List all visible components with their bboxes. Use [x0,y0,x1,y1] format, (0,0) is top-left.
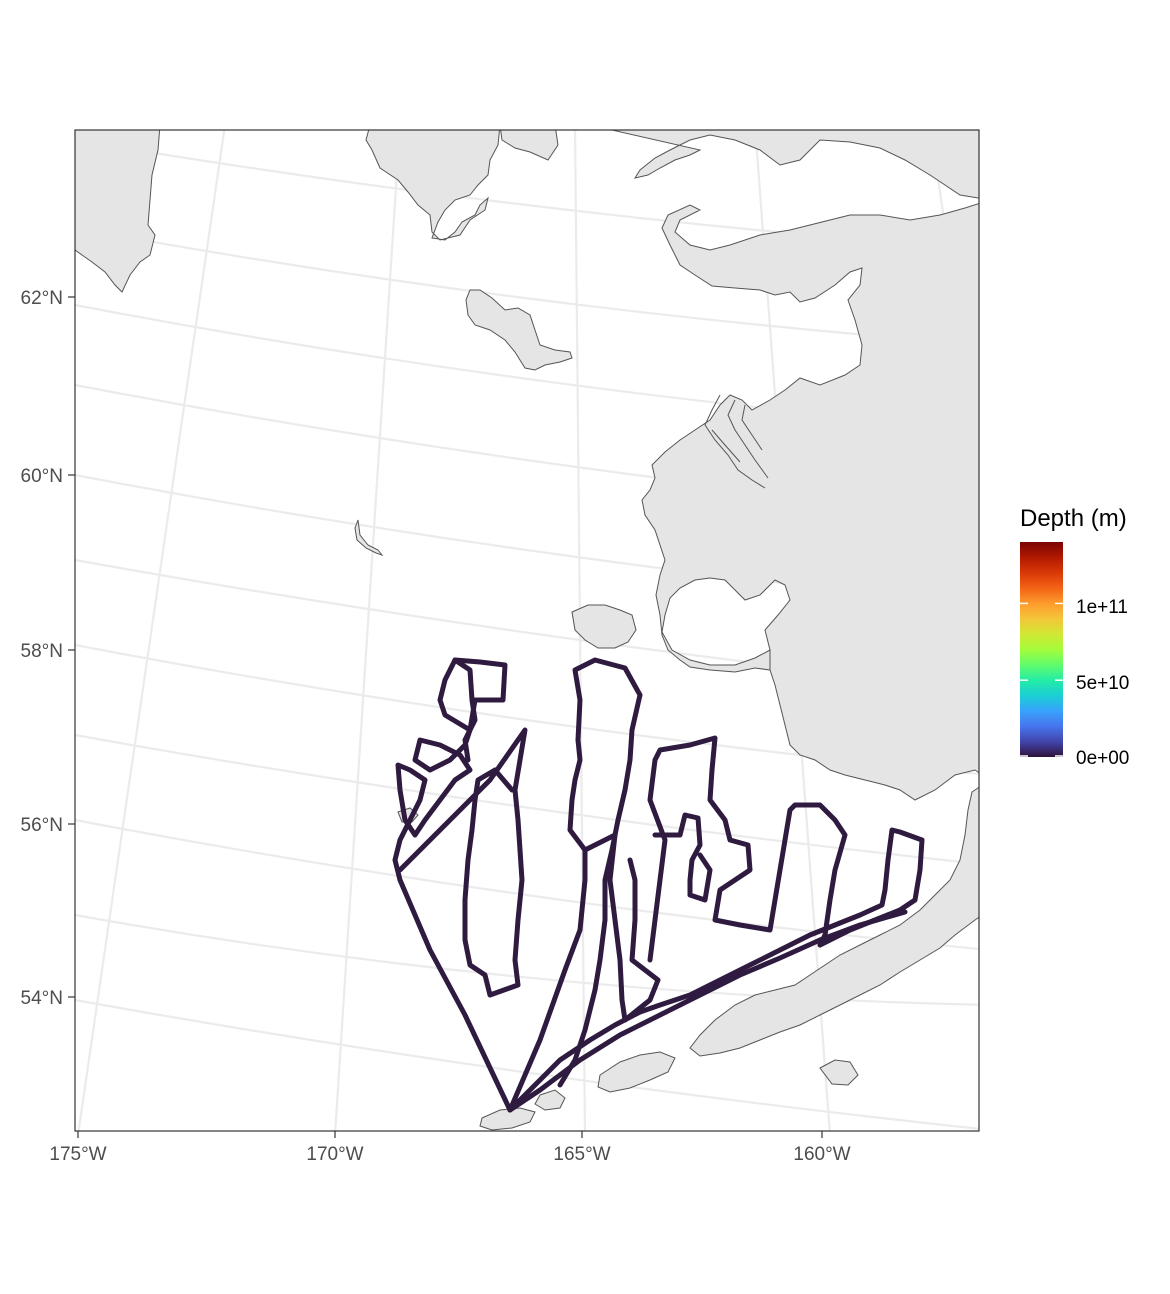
land-aleutian-island-1 [534,1089,566,1111]
land-unimak-island [597,1051,676,1093]
y-tick-label-60: 60°N [21,466,63,487]
land-unalaska-island [479,1107,536,1131]
track-segment-middle [647,735,848,963]
land-sanak-islands [819,1059,859,1086]
track-segment-diagonal-1 [397,727,528,998]
land-chukotka [75,130,161,293]
y-tick-label-56: 56°N [21,815,63,836]
track-segment-southeast [507,909,908,1113]
y-axis: 62°N 60°N 58°N 56°N 54°N [21,288,75,1009]
survey-track [392,657,925,1113]
land-alaska-peninsula [689,786,979,1057]
land-masses [75,130,979,1131]
graticule-lat-56 [75,733,979,865]
legend-colorbar [1020,542,1063,757]
y-tick-label-58: 58°N [21,641,63,662]
land-st-matthew-island [354,519,384,557]
graticule-lat-55 [75,818,979,951]
graticule-lat-62 [75,226,979,346]
track-segment-center [507,657,643,1113]
x-tick-label-170: 170°W [306,1144,363,1165]
legend-ticks [1020,602,1063,757]
land-seward-peninsula [365,130,501,241]
track-segment-east [507,827,925,1113]
graticule-lat-54 [75,913,979,1006]
land-nunivak-island [571,604,637,649]
graticule-lon-175 [77,130,226,1131]
map-panel-border [74,129,980,1132]
legend-label-1e11: 1e+11 [1076,597,1128,618]
land-alaska-mainland [641,202,979,801]
track-segment-northwest [452,657,508,733]
x-axis: 175°W 170°W 165°W 160°W [49,1131,851,1165]
legend-label-5e10: 5e+10 [1076,673,1129,694]
land-st-lawrence-island [465,289,573,371]
legend-title: Depth (m) [1020,505,1127,532]
legend-label-0: 0e+00 [1076,748,1129,769]
land-seward-east [500,130,559,161]
x-tick-label-160: 160°W [793,1144,850,1165]
x-tick-label-175: 175°W [49,1144,106,1165]
land-yukon-delta [704,394,769,489]
track-segment-west [392,657,513,1113]
y-tick-label-62: 62°N [21,288,63,309]
track-segment-middle-inner [652,812,713,903]
y-tick-label-54: 54°N [21,988,63,1009]
legend: Depth (m) 1e+11 5e+10 0e+00 [1020,505,1129,769]
land-alaska-north [609,130,979,199]
x-tick-label-165: 165°W [553,1144,610,1165]
graticule-lon-170 [334,130,401,1131]
